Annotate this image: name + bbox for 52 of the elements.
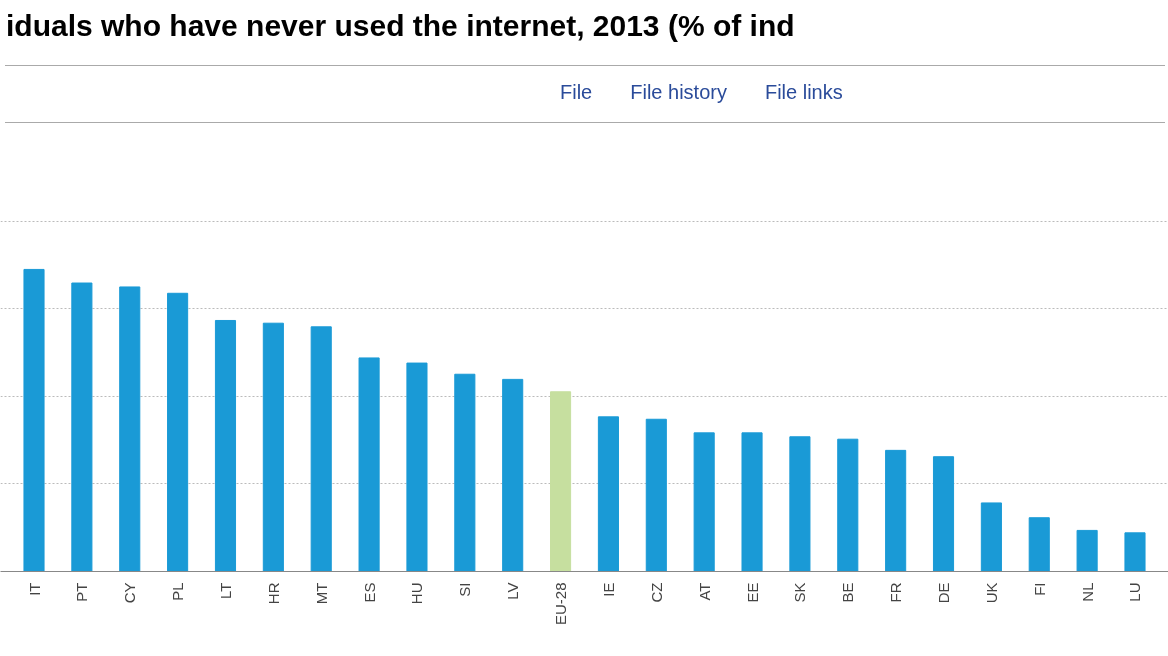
bar <box>789 436 811 572</box>
bar <box>645 418 667 572</box>
x-tick-label: EU-28 <box>552 582 570 626</box>
x-tick-label: PL <box>169 582 187 601</box>
text: File <box>560 81 593 103</box>
bar <box>885 449 907 572</box>
x-tick-label: CY <box>121 582 139 604</box>
x-tick-label: IT <box>25 582 43 596</box>
bar <box>119 286 141 572</box>
x-tick-label: BE <box>839 582 857 603</box>
x-tick-label: HU <box>408 582 426 605</box>
bar <box>837 438 859 572</box>
x-tick-label: NL <box>1078 582 1096 602</box>
x-tick-label: DE <box>935 582 953 604</box>
bar <box>597 416 619 572</box>
x-tick-label: MT <box>312 582 330 605</box>
x-tick-label: HR <box>264 582 282 605</box>
bar <box>502 378 524 572</box>
bar <box>1076 529 1098 572</box>
text: File links <box>764 81 843 103</box>
x-tick-label: FR <box>887 582 905 603</box>
x-tick-label: FI <box>1030 582 1048 596</box>
x-tick-label: LU <box>1126 582 1144 602</box>
bar <box>550 391 572 572</box>
bar <box>167 292 189 572</box>
x-tick-label: AT <box>695 582 713 601</box>
bar <box>214 319 237 572</box>
chart-title: iduals who have never used the internet, 2013 (% of ind <box>6 8 795 44</box>
text: File history <box>630 81 727 103</box>
x-tick-label: PT <box>73 582 91 602</box>
bar <box>71 282 93 572</box>
bar <box>23 268 45 572</box>
bar <box>741 432 763 572</box>
bar <box>932 456 955 572</box>
x-tick-label: SI <box>456 582 474 597</box>
bar <box>406 362 428 572</box>
x-tick-label: EE <box>743 582 761 603</box>
x-tick-label: ES <box>360 582 378 603</box>
bar <box>1028 517 1050 572</box>
bar <box>693 432 715 572</box>
bar <box>358 357 380 572</box>
bar <box>310 326 332 572</box>
x-tick-label: SK <box>791 582 809 603</box>
x-tick-label: CZ <box>647 582 665 603</box>
bar <box>1124 532 1146 572</box>
x-tick-label: LV <box>504 582 522 600</box>
bar <box>980 502 1002 572</box>
x-tick-label: UK <box>982 582 1000 604</box>
x-tick-label: IE <box>599 582 617 597</box>
bar <box>454 373 476 572</box>
x-tick-label: LT <box>216 582 234 599</box>
bar <box>262 322 284 572</box>
